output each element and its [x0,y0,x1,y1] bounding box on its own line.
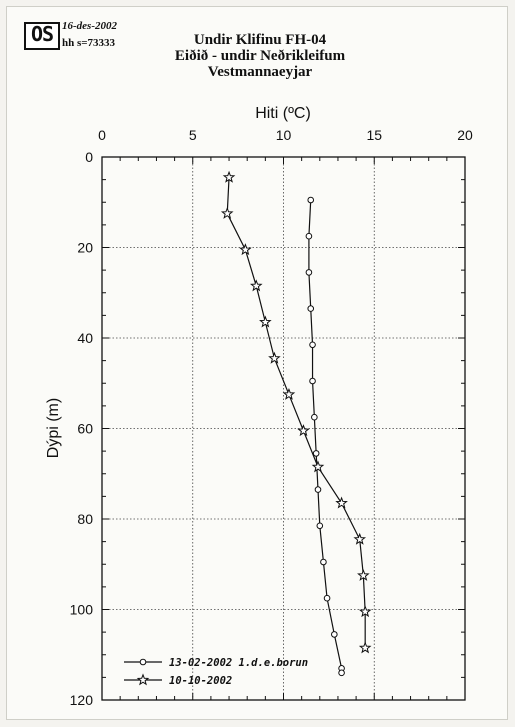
y-tick-label: 0 [85,149,93,165]
y-axis-title: Dýpi (m) [45,398,62,458]
series-layer [220,170,372,677]
series-13-02-2002-point [307,305,315,312]
series-10-10-2002-point [335,496,348,509]
series-13-02-2002-point [316,522,324,530]
series-10-10-2002-point [297,424,310,437]
chart-title-line-1: Undir Klifinu FH-04 [193,32,327,48]
header-meta: 16-des-2002 hh s=73333 [62,18,117,52]
series-10-10-2002-point [282,387,296,400]
x-axis-title: Hiti (ºC) [255,105,311,122]
header-date: 16-des-2002 [62,20,117,32]
chart-title-block: Undir Klifinu FH-04 Eiðið - undir Neðrik… [130,32,390,80]
series-13-02-2002-point [338,669,345,677]
legend-10-10-2002-marker [136,673,150,686]
document-page [6,6,508,720]
y-tick-label: 60 [77,421,93,437]
chart-title-line-3: Vestmannaeyjar [207,64,313,80]
series-10-10-2002-point [220,206,234,219]
axis-ticks [101,156,466,701]
x-tick-label: 0 [98,127,106,143]
y-tick-label: 100 [70,602,94,618]
series-10-10-2002-point [268,351,281,364]
x-tick-label: 15 [366,127,382,143]
logo-text: OS [30,22,54,46]
series-10-10-2002-point [239,243,252,256]
y-tick-label: 20 [77,240,93,256]
series-10-10-2002-line [226,177,366,648]
series-10-10-2002-point [353,532,367,545]
x-tick-label: 10 [276,127,292,143]
header-hh: hh s=73333 [62,37,116,49]
y-tick-label: 120 [70,692,94,708]
series-13-02-2002-point [331,631,338,638]
x-tick-label: 20 [457,127,473,143]
series-13-02-2002-point [309,341,316,349]
series-10-10-2002-point [249,279,263,292]
series-10-10-2002-point [358,641,372,654]
axis-tick-labels: 0 5 10 15 20 0 20 40 60 80 100 120 [70,127,473,708]
series-10-10-2002-point [222,170,236,183]
series-13-02-2002-point [307,196,315,204]
series-13-02-2002-line [308,199,343,673]
legend-13-02-2002-marker [139,658,147,666]
chart-title-line-2: Eiðið - undir Neðrikleifum [174,48,346,64]
x-tick-label: 5 [189,127,197,143]
legend-13-02-2002-label: 13-02-2002 1.d.e.borun [169,657,308,669]
series-10-10-2002-point [357,568,370,581]
series-10-10-2002-point [259,315,272,328]
series-13-02-2002-point [305,269,313,276]
y-tick-label: 40 [77,330,93,346]
series-13-02-2002-point [320,558,327,566]
series-13-02-2002-point [305,232,313,240]
series-10-10-2002-point [358,605,372,618]
series-13-02-2002-point [314,486,322,493]
series-13-02-2002-point [309,377,316,385]
y-tick-label: 80 [77,511,93,527]
series-13-02-2002-point [323,594,331,602]
legend: 13-02-2002 1.d.e.borun 10-10-2002 [124,657,308,687]
series-13-02-2002-point [311,413,318,421]
series-10-10-2002-point [311,460,325,473]
legend-10-10-2002-label: 10-10-2002 [169,675,232,687]
grid-lines [102,157,465,700]
logo: OS [24,22,60,50]
series-13-02-2002-point [312,450,320,457]
